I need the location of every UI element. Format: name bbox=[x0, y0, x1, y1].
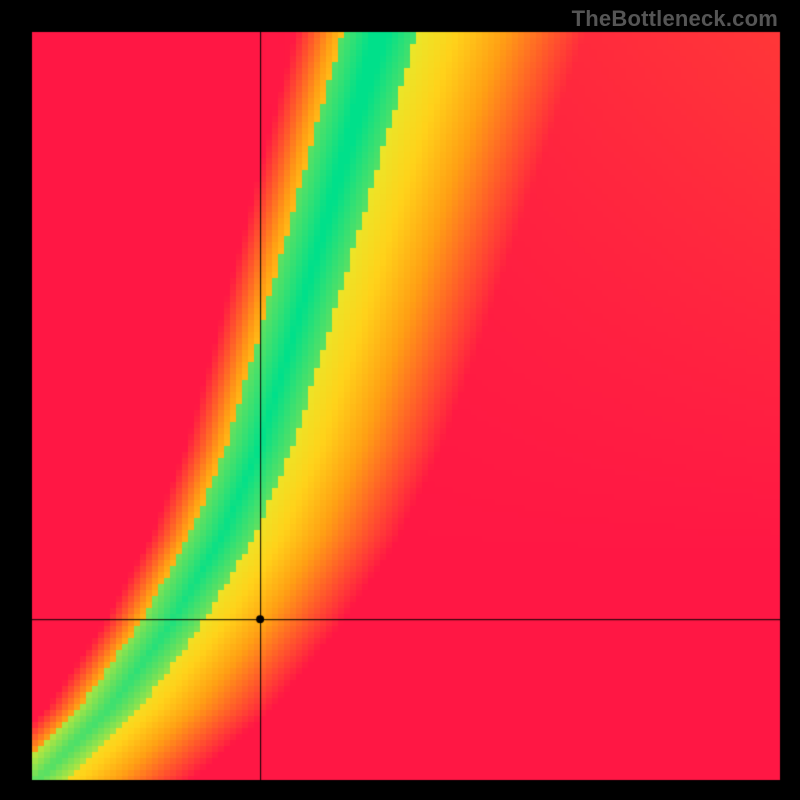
heatmap-canvas bbox=[0, 0, 800, 800]
watermark-label: TheBottleneck.com bbox=[572, 6, 778, 32]
